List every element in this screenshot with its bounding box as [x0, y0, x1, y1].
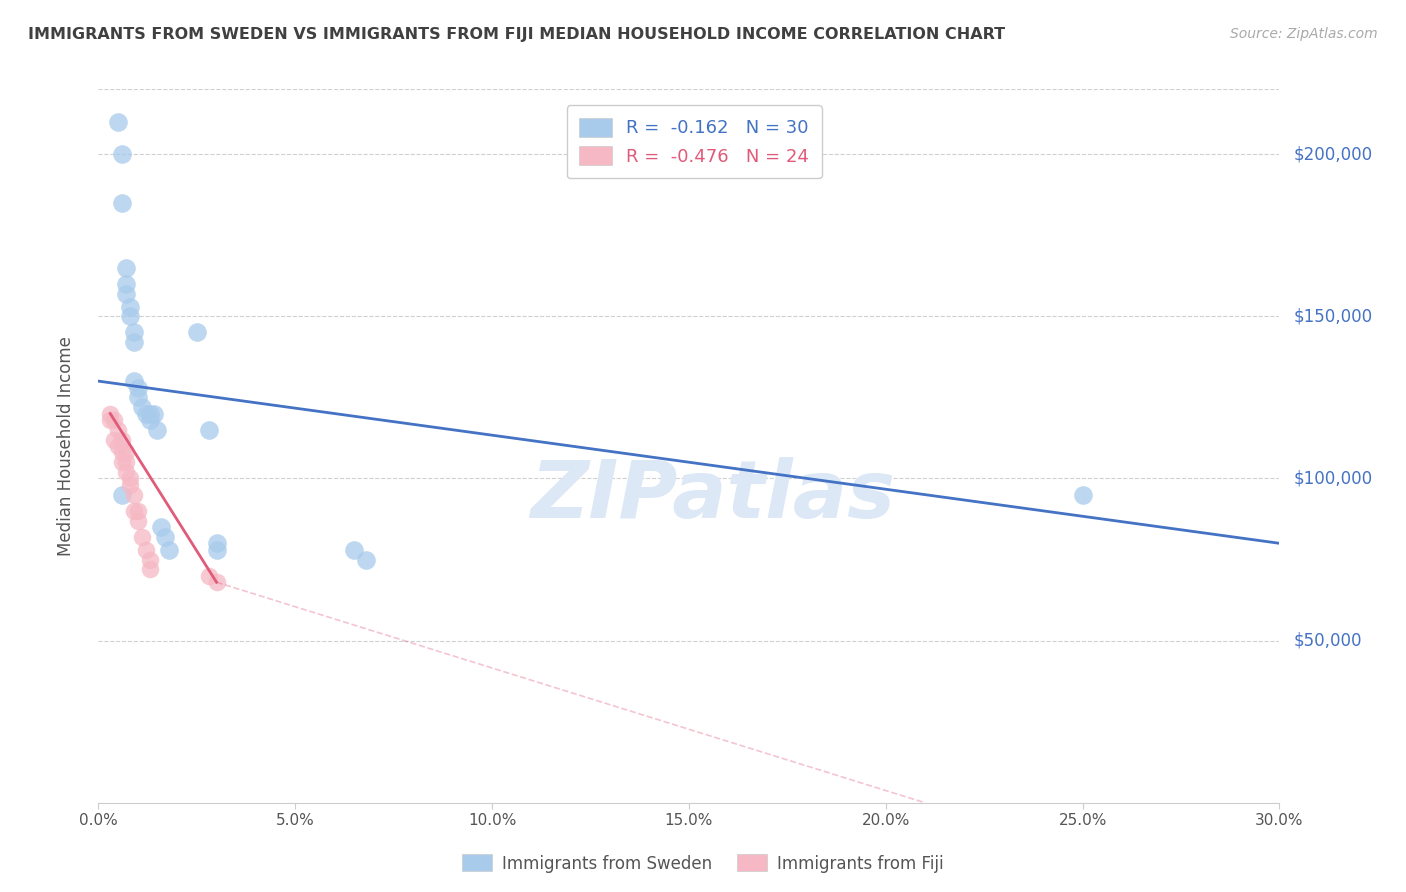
Point: [107, 439, 129, 453]
Point: [98, 407, 121, 421]
Point: [146, 423, 169, 437]
Point: [107, 114, 129, 128]
Text: $200,000: $200,000: [1294, 145, 1372, 163]
Text: $100,000: $100,000: [1294, 469, 1372, 487]
Text: IMMIGRANTS FROM SWEDEN VS IMMIGRANTS FROM FIJI MEDIAN HOUSEHOLD INCOME CORRELATI: IMMIGRANTS FROM SWEDEN VS IMMIGRANTS FRO…: [28, 27, 1005, 42]
Point: [138, 413, 160, 427]
Point: [118, 478, 141, 492]
Point: [111, 433, 134, 447]
Point: [115, 445, 138, 459]
Point: [135, 407, 157, 421]
Point: [111, 445, 134, 459]
Point: [122, 504, 145, 518]
Point: [127, 504, 149, 518]
Point: [98, 413, 121, 427]
Point: [115, 277, 138, 291]
Point: [131, 530, 153, 544]
Point: [1071, 488, 1094, 502]
Point: [354, 552, 377, 566]
Point: [205, 542, 228, 557]
Legend: Immigrants from Sweden, Immigrants from Fiji: Immigrants from Sweden, Immigrants from …: [456, 847, 950, 880]
Point: [111, 147, 134, 161]
Point: [135, 542, 157, 557]
Text: ZIPatlas: ZIPatlas: [530, 457, 896, 535]
Point: [118, 300, 141, 314]
Y-axis label: Median Household Income: Median Household Income: [56, 336, 75, 556]
Point: [103, 433, 125, 447]
Point: [186, 326, 208, 340]
Point: [115, 465, 138, 479]
Point: [197, 423, 219, 437]
Text: Source: ZipAtlas.com: Source: ZipAtlas.com: [1230, 27, 1378, 41]
Point: [138, 552, 160, 566]
Legend: R =  -0.162   N = 30, R =  -0.476   N = 24: R = -0.162 N = 30, R = -0.476 N = 24: [567, 105, 821, 178]
Point: [118, 471, 141, 485]
Point: [115, 286, 138, 301]
Point: [115, 455, 138, 469]
Point: [127, 514, 149, 528]
Point: [142, 407, 165, 421]
Point: [131, 400, 153, 414]
Point: [157, 542, 180, 557]
Point: [122, 326, 145, 340]
Point: [111, 488, 134, 502]
Text: $150,000: $150,000: [1294, 307, 1372, 326]
Point: [107, 423, 129, 437]
Point: [122, 335, 145, 350]
Point: [205, 536, 228, 550]
Point: [103, 413, 125, 427]
Point: [111, 195, 134, 210]
Point: [138, 407, 160, 421]
Point: [155, 530, 177, 544]
Point: [122, 488, 145, 502]
Point: [205, 575, 228, 590]
Point: [127, 381, 149, 395]
Point: [197, 568, 219, 582]
Point: [127, 390, 149, 404]
Point: [118, 310, 141, 324]
Point: [343, 542, 366, 557]
Point: [111, 455, 134, 469]
Point: [115, 260, 138, 275]
Point: [138, 562, 160, 576]
Point: [122, 374, 145, 388]
Text: $50,000: $50,000: [1294, 632, 1362, 649]
Point: [150, 520, 173, 534]
